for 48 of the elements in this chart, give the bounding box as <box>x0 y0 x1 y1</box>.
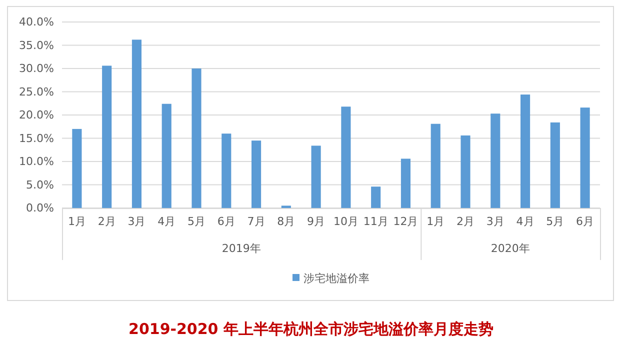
bar <box>490 114 500 208</box>
x-tick-label: 9月 <box>307 214 326 228</box>
bar <box>520 94 530 208</box>
bar <box>580 108 590 208</box>
text: 2019年 <box>222 242 261 255</box>
x-tick-label: 5月 <box>188 214 206 228</box>
y-tick-label: 30.0% <box>19 62 54 76</box>
x-tick-label: 2月 <box>456 214 474 228</box>
x-tick-label: 5月 <box>546 214 564 228</box>
text: 2020年 <box>490 242 530 255</box>
bar <box>341 106 351 208</box>
x-tick-label: 3月 <box>128 214 146 228</box>
x-tick-label: 1月 <box>426 214 445 228</box>
bar <box>550 122 560 208</box>
x-tick-label: 3月 <box>486 214 504 228</box>
x-tick-label: 8月 <box>277 214 296 228</box>
y-tick-label: 5.0% <box>26 178 54 192</box>
y-tick-label: 0.0% <box>26 202 54 215</box>
x-tick-label: 12月 <box>393 214 418 228</box>
y-tick-label: 10.0% <box>19 155 54 168</box>
y-tick-label: 40.0% <box>19 16 54 29</box>
bar <box>162 104 172 208</box>
bar <box>460 135 470 208</box>
bar <box>102 66 112 208</box>
text: 2019-2020 年上半年杭州全市涉宅地溢价率月度走势 <box>128 320 494 338</box>
legend-label: 涉宅地溢价率 <box>304 272 370 285</box>
bar <box>400 158 411 208</box>
x-tick-label: 2月 <box>98 214 116 228</box>
x-tick-label: 1月 <box>68 214 86 228</box>
bar <box>222 134 232 208</box>
y-tick-label: 15.0% <box>19 132 54 145</box>
bar <box>430 124 440 208</box>
x-tick-label: 6月 <box>217 214 236 228</box>
x-tick-label: 10月 <box>333 214 358 228</box>
y-tick-label: 20.0% <box>19 108 54 122</box>
x-tick-label: 7月 <box>247 214 266 228</box>
bar <box>311 146 321 208</box>
x-tick-label: 4月 <box>158 214 176 228</box>
y-tick-label: 35.0% <box>19 38 54 52</box>
bar <box>371 186 381 208</box>
x-tick-label: 11月 <box>363 214 388 228</box>
bar <box>192 68 202 208</box>
bar <box>251 140 262 208</box>
x-tick-label: 4月 <box>516 214 534 228</box>
bar <box>132 40 142 208</box>
x-tick-label: 6月 <box>576 214 594 228</box>
y-tick-label: 25.0% <box>19 85 54 98</box>
bar <box>72 128 82 208</box>
